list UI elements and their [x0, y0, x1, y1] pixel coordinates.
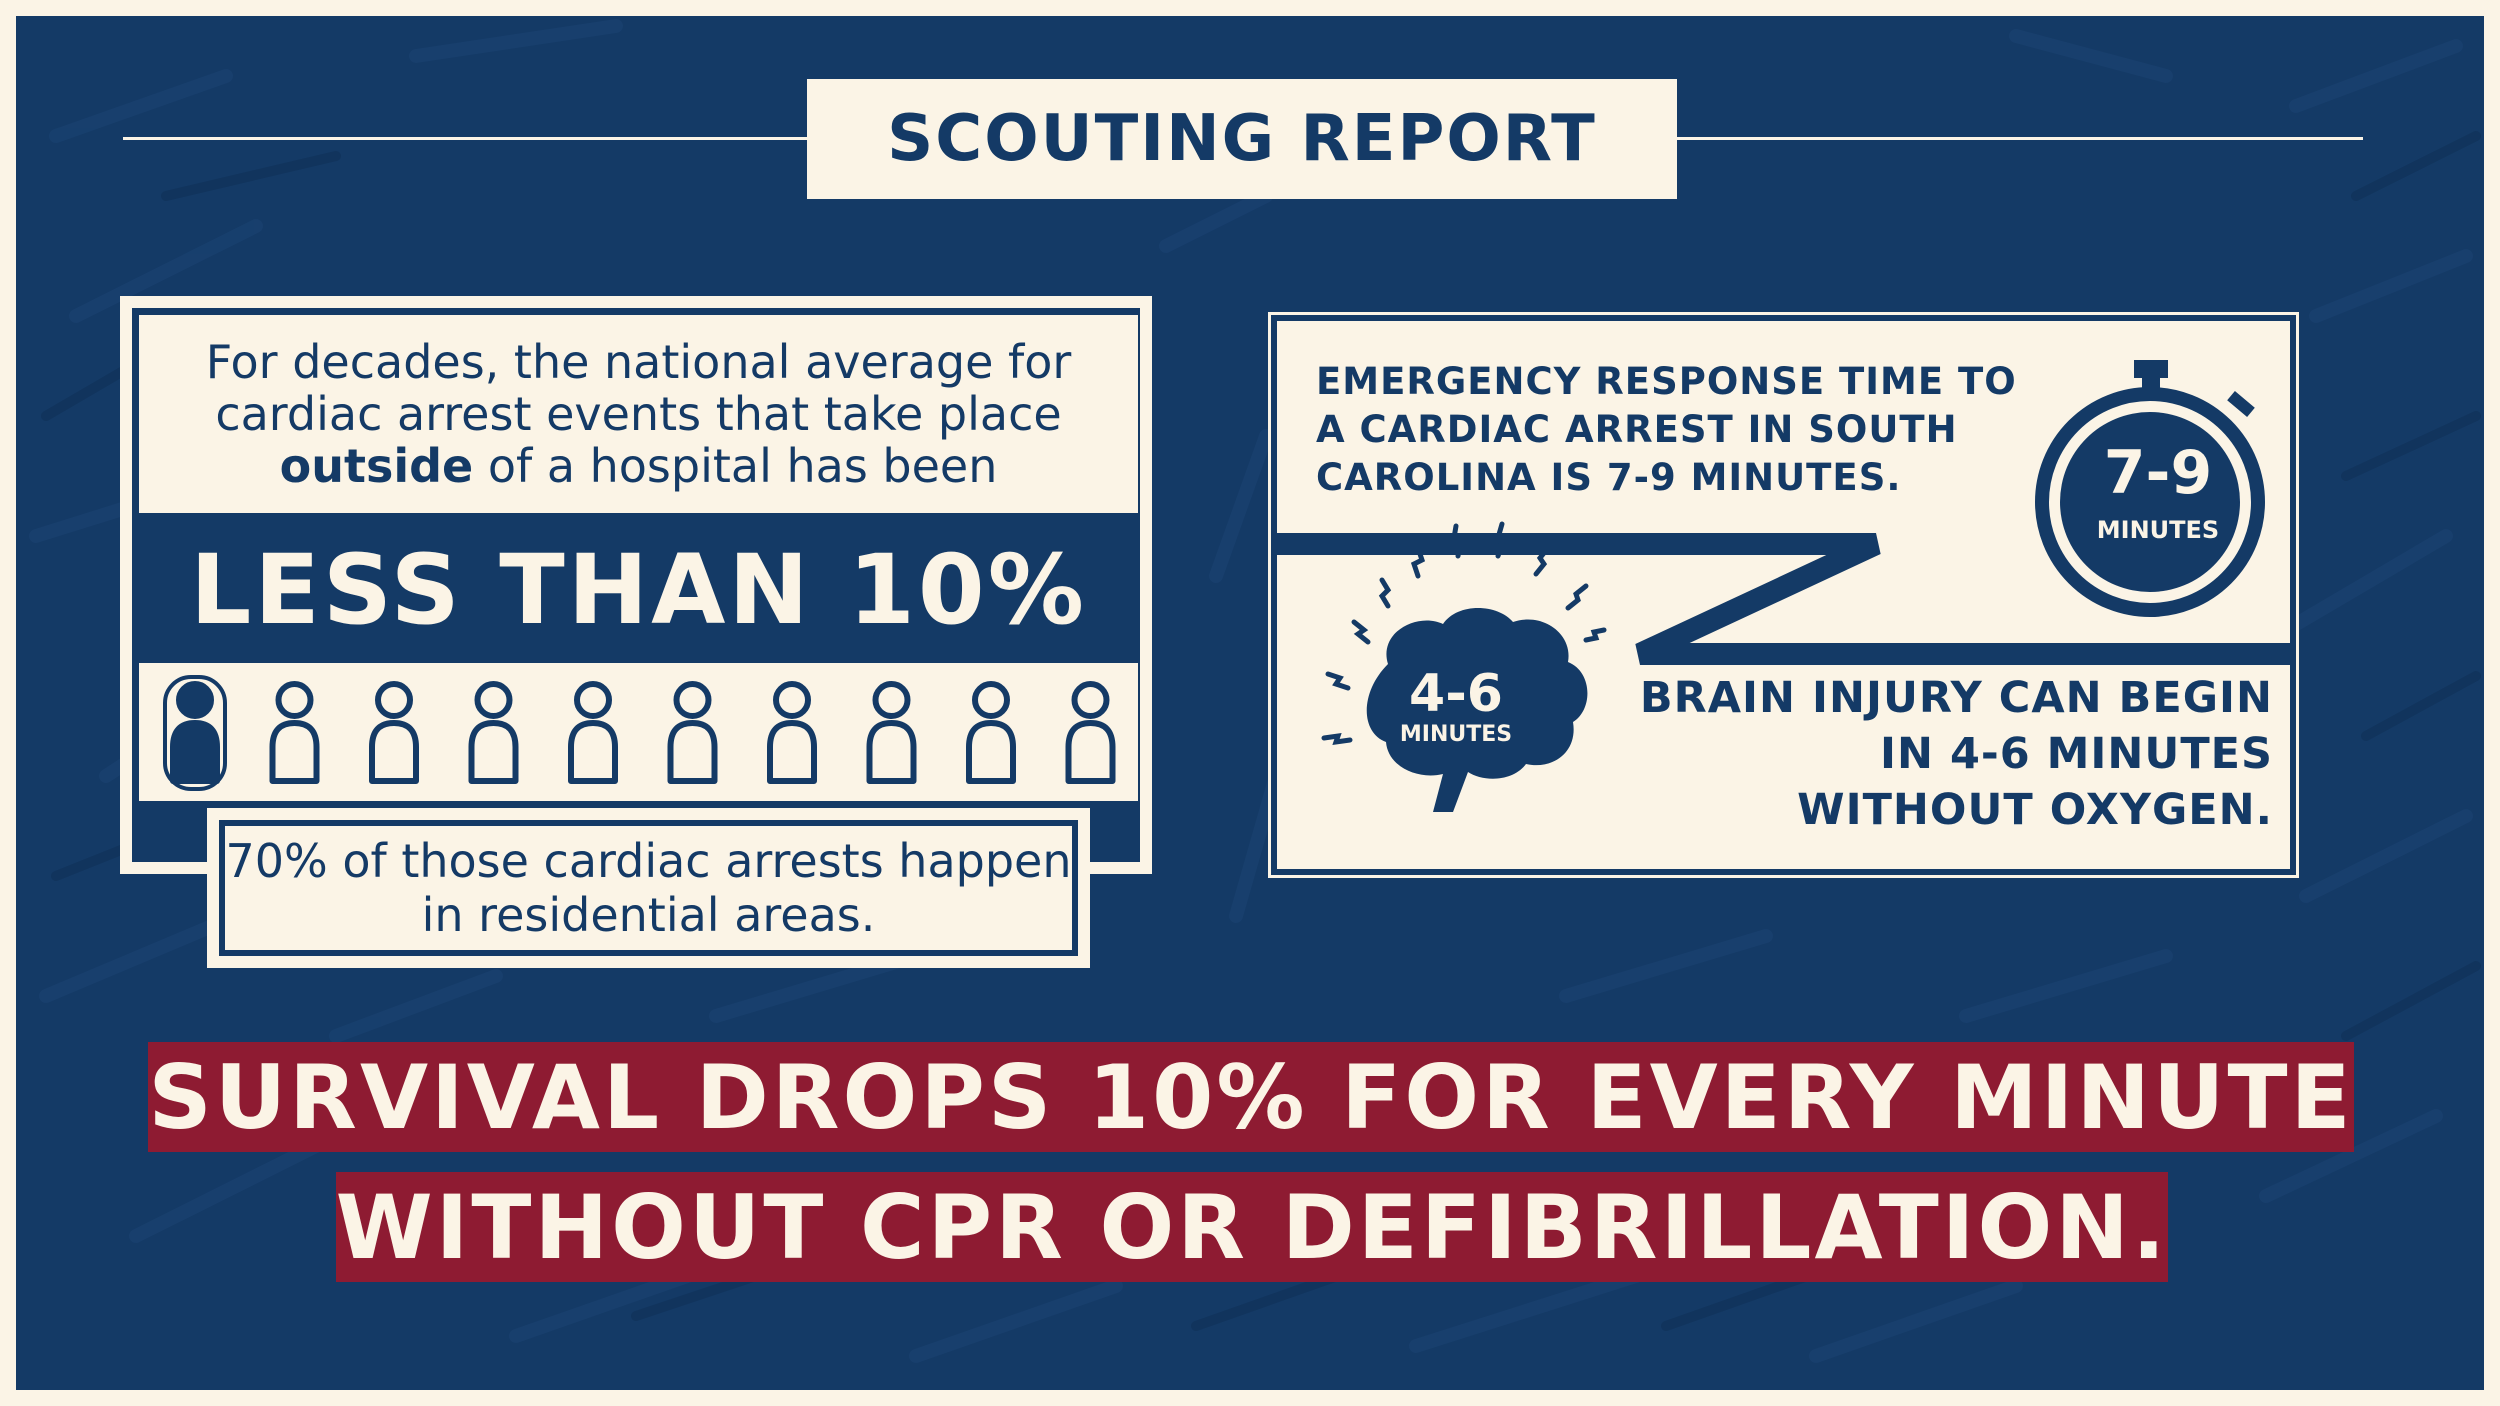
stopwatch-value: 7-9 — [2103, 438, 2213, 508]
title-plate: SCOUTING REPORT — [807, 79, 1677, 199]
person-icon — [568, 681, 618, 784]
person-icon — [1065, 681, 1116, 784]
residential-note-text: 70% of those cardiac arrests happen in r… — [225, 834, 1072, 942]
person-icon — [866, 681, 917, 784]
response-card-graphics — [1271, 315, 2296, 875]
page-title: SCOUTING REPORT — [887, 102, 1597, 176]
person-icon-highlighted — [163, 675, 227, 791]
stopwatch-unit: MINUTES — [2096, 516, 2220, 544]
survival-banner-line-2: WITHOUT CPR OR DEFIBRILLATION. — [336, 1172, 2168, 1282]
residential-note-inner: 70% of those cardiac arrests happen in r… — [219, 820, 1078, 956]
intro-text-before: For decades, the national average for ca… — [205, 335, 1072, 441]
person-icon — [767, 681, 817, 784]
brain-unit: MINUTES — [1399, 722, 1513, 747]
intro-text-emphasis: outside — [279, 439, 474, 493]
survival-banner-line-1: SURVIVAL DROPS 10% FOR EVERY MINUTE — [148, 1042, 2354, 1152]
intro-box: For decades, the national average for ca… — [139, 315, 1138, 513]
person-icon — [667, 681, 718, 784]
right-response-card: EMERGENCY RESPONSE TIME TO A CARDIAC ARR… — [1268, 312, 2299, 878]
intro-text-after: of a hospital has been — [473, 439, 998, 493]
header-rule-left — [123, 137, 818, 140]
person-icon — [468, 681, 519, 784]
big-stat: LESS THAN 10% — [190, 534, 1087, 646]
response-time-text: EMERGENCY RESPONSE TIME TO A CARDIAC ARR… — [1316, 360, 2017, 499]
brain-icon — [1321, 521, 1607, 812]
person-icon — [269, 681, 320, 784]
zigzag-divider — [1274, 533, 2293, 665]
person-icon — [369, 681, 419, 784]
brain-injury-text: BRAIN INJURY CAN BEGIN IN 4-6 MINUTES WI… — [1639, 673, 2273, 835]
person-icon — [966, 681, 1016, 784]
people-icons — [163, 675, 1116, 791]
intro-text: For decades, the national average for ca… — [149, 336, 1129, 492]
brain-value: 4-6 — [1409, 664, 1503, 724]
people-row — [139, 663, 1138, 801]
header-rule-right — [1656, 137, 2363, 140]
residential-note-box: 70% of those cardiac arrests happen in r… — [207, 808, 1090, 968]
stopwatch-icon — [2035, 360, 2265, 617]
